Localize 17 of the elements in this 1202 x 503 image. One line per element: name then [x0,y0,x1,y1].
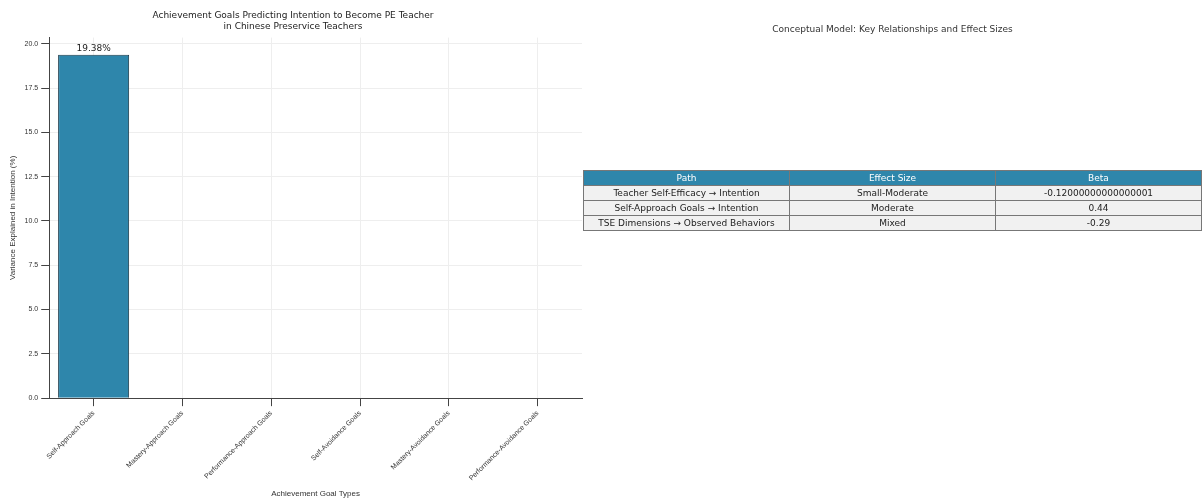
text: 0.44 [995,200,1202,216]
text: -0.29 [995,215,1202,231]
text: Moderate [789,200,996,216]
text: TSE Dimensions → Observed Behaviors [583,215,790,231]
x-axis-title: Achievement Goal Types [271,489,361,499]
text: -0.12000000000000001 [995,185,1202,201]
text: Conceptual Model: Key Relationships and Effect Sizes [771,24,1014,34]
text: Path [583,170,790,186]
text: Small-Moderate [789,185,996,201]
data-label: 19.38% [76,42,112,53]
text: Beta [995,170,1202,186]
chart-title: Achievement Goals Predicting Intention to Become PE Teacher in Chinese Preservice Teachers [152,9,434,31]
text: Mixed [789,215,996,231]
text: Teacher Self-Efficacy → Intention [583,185,790,201]
y-axis-title: Variance Explained in Intention (%) [8,155,17,281]
text: Self-Approach Goals → Intention [583,200,790,216]
text: Effect Size [789,170,996,186]
